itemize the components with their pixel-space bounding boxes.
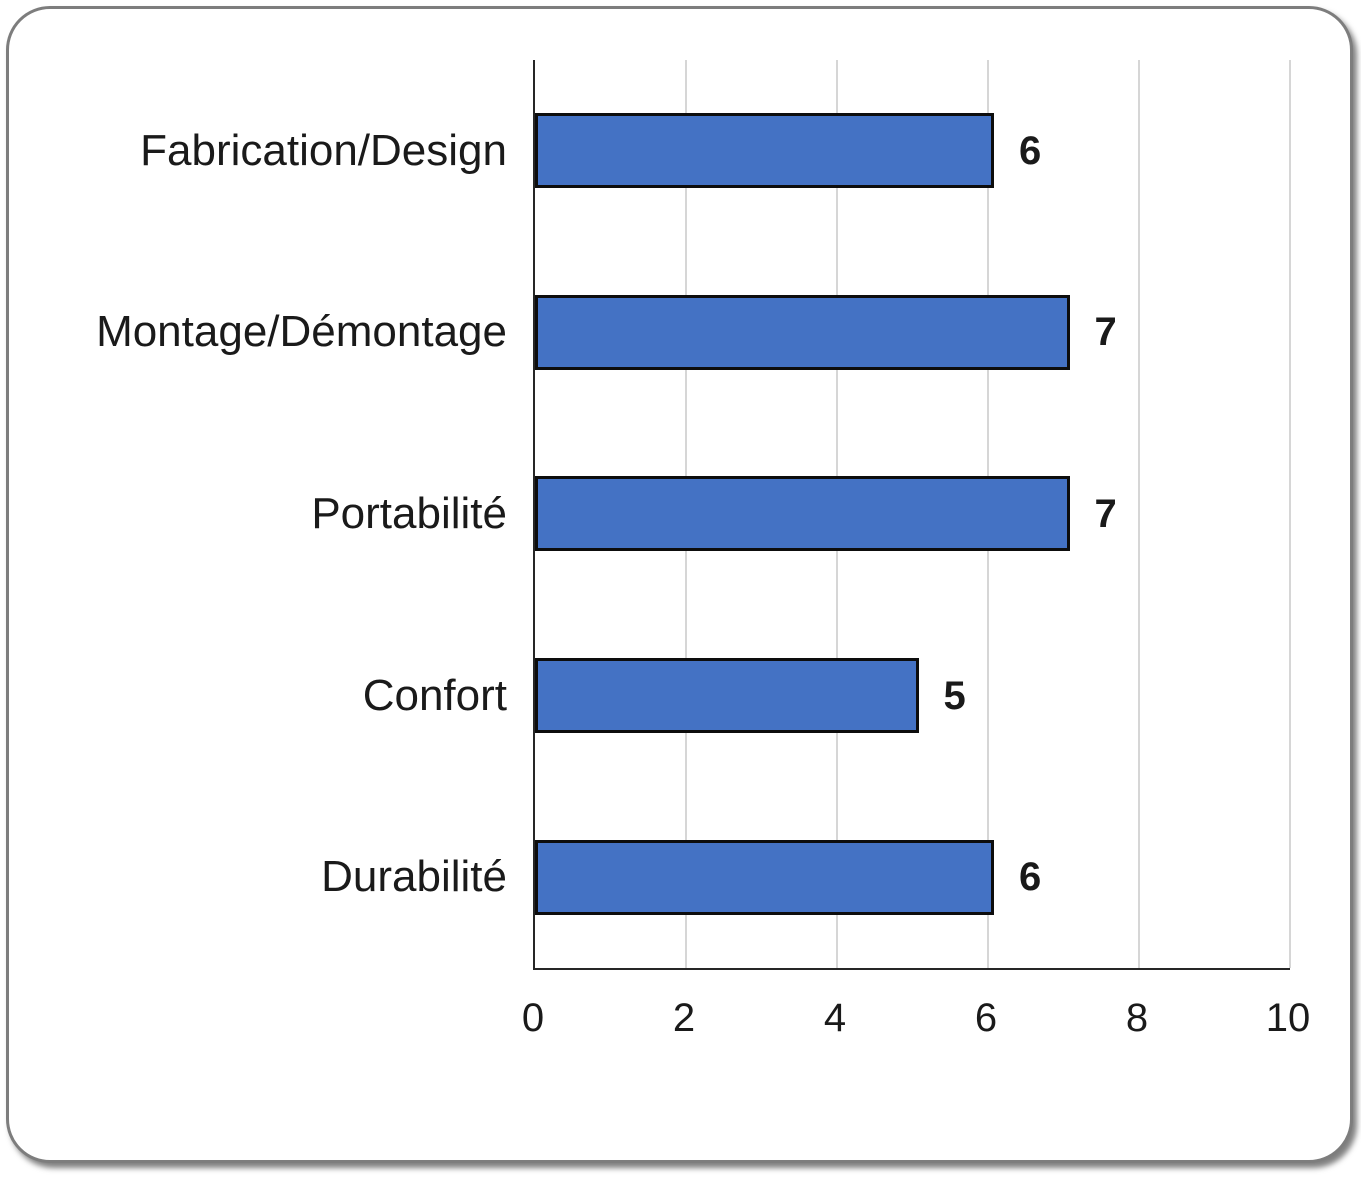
- plot-area: 6 7 7 5 6: [533, 60, 1291, 970]
- category-label: Portabilité: [311, 488, 507, 538]
- bar: [535, 839, 994, 915]
- value-label: 5: [943, 673, 966, 718]
- bar-band: 6: [535, 60, 1290, 242]
- value-label: 6: [1019, 855, 1042, 900]
- x-tick-label: 6: [974, 996, 998, 1040]
- category-label: Montage/Démontage: [96, 307, 507, 357]
- x-tick-label: 8: [1125, 996, 1149, 1040]
- bar: [535, 476, 1070, 552]
- x-tick-label: 0: [521, 996, 545, 1040]
- bar: [535, 294, 1070, 370]
- bar-band: 7: [535, 423, 1290, 605]
- gridline: [1289, 60, 1291, 968]
- gridline: [1138, 60, 1140, 968]
- bar: [535, 113, 994, 189]
- category-label: Durabilité: [321, 852, 507, 902]
- category-axis: Fabrication/Design Montage/Démontage Porta…: [39, 60, 507, 968]
- bar-band: 7: [535, 242, 1290, 424]
- bar: [535, 658, 919, 734]
- value-label: 7: [1094, 491, 1117, 536]
- category-label: Confort: [362, 670, 507, 720]
- category-label: Fabrication/Design: [140, 125, 507, 175]
- x-tick-label: 10: [1265, 996, 1311, 1040]
- chart-card: Fabrication/Design Montage/Démontage Porta…: [6, 6, 1353, 1163]
- x-axis-tick-labels: 0 2 4 6 8 10: [522, 996, 1310, 1048]
- bar-band: 5: [535, 605, 1290, 787]
- value-label: 6: [1019, 128, 1042, 173]
- x-tick-label: 4: [823, 996, 847, 1040]
- bar-band: 6: [535, 786, 1290, 968]
- value-label: 7: [1094, 310, 1117, 355]
- x-tick-label: 2: [672, 996, 696, 1040]
